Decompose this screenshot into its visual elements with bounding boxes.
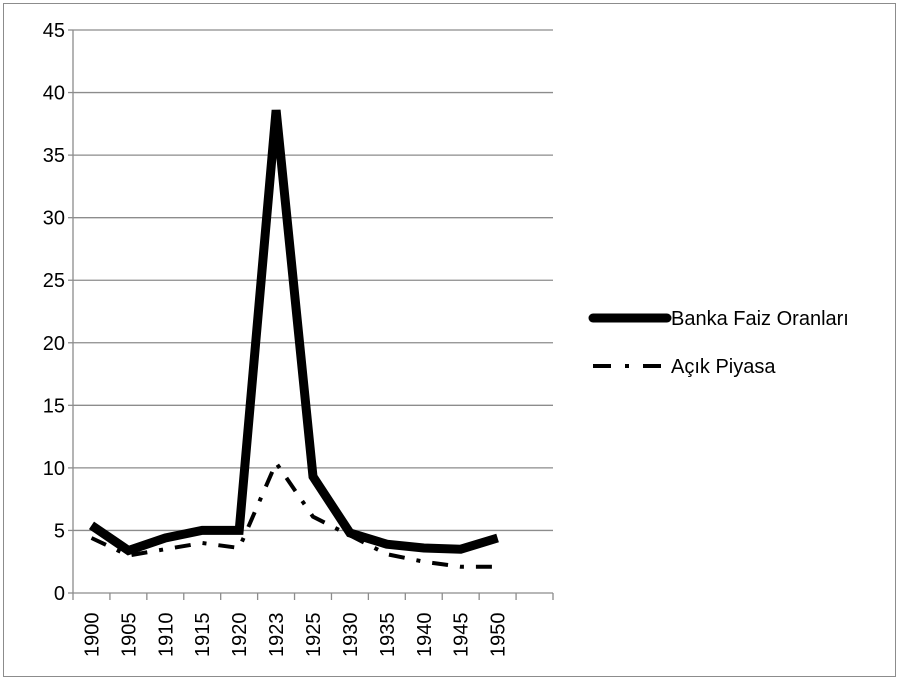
series-line-1 <box>88 109 499 556</box>
x-tick-label: 1940 <box>414 613 436 658</box>
y-tick-label: 30 <box>43 208 65 230</box>
series-lines <box>88 109 499 569</box>
y-tick-label: 45 <box>43 20 65 42</box>
x-tick-label: 1905 <box>118 613 140 658</box>
x-tick-label: 1925 <box>303 613 325 658</box>
y-tick-label: 20 <box>43 333 65 355</box>
x-tick-label: 1920 <box>229 613 251 658</box>
x-tick-label: 1910 <box>155 613 177 658</box>
y-tick-labels: 0 5 10 15 20 25 30 35 40 45 <box>43 20 65 605</box>
x-tick-label: 1950 <box>488 613 510 658</box>
y-tick-label: 0 <box>54 583 65 605</box>
x-tick-label: 1900 <box>81 613 103 658</box>
y-tick-label: 15 <box>43 395 65 417</box>
y-tick-label: 5 <box>54 520 65 542</box>
x-tick-label: 1930 <box>340 613 362 658</box>
x-tick-label: 1923 <box>266 613 288 658</box>
gridlines <box>73 29 553 532</box>
x-tick-labels: 1900 1905 1910 1915 1920 1923 1925 1930 1935 1940… <box>81 613 509 658</box>
x-tick-label: 1935 <box>377 613 399 658</box>
legend-label-2: Açık Piyasa <box>671 356 776 378</box>
axes <box>68 29 554 600</box>
legend: Banka Faiz Oranları Açık Piyasa <box>588 308 849 378</box>
y-tick-label: 25 <box>43 270 65 292</box>
chart-frame <box>3 3 896 677</box>
x-tick-label: 1915 <box>192 613 214 658</box>
series-line-2 <box>90 458 498 569</box>
y-tick-label: 10 <box>43 458 65 480</box>
y-tick-label: 40 <box>43 83 65 105</box>
legend-label-1: Banka Faiz Oranları <box>671 308 849 330</box>
y-tick-label: 35 <box>43 145 65 167</box>
x-tick-label: 1945 <box>451 613 473 658</box>
